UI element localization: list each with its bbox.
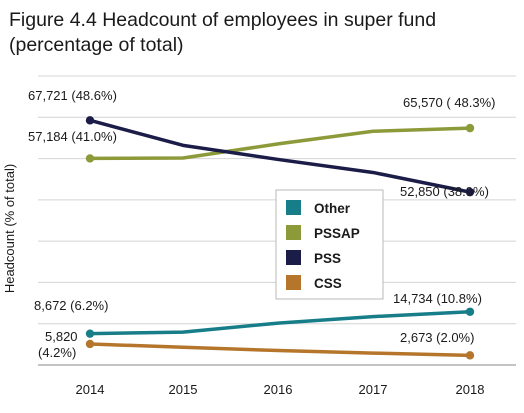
data-point-pssap: [465, 123, 475, 133]
chart-title: Figure 4.4 Headcount of employees in sup…: [9, 9, 437, 56]
x-tick-label: 2016: [264, 382, 293, 397]
data-point-pss: [85, 116, 95, 125]
data-label-other: 8,672 (6.2%): [34, 298, 108, 313]
data-point-pssap: [85, 154, 95, 163]
legend-label-other: Other: [314, 201, 351, 216]
legend-swatch-pss: [286, 250, 301, 265]
data-point-css: [465, 351, 475, 360]
data-point-other: [465, 307, 475, 316]
series-line-other: [88, 310, 472, 336]
series-line-pss: [88, 118, 472, 194]
x-tick-label: 2014: [76, 382, 105, 397]
legend-label-pssap: PSSAP: [314, 226, 360, 241]
data-point-css: [85, 339, 95, 349]
data-label-pssap: 57,184 (41.0%): [28, 129, 117, 144]
data-point-pss: [465, 187, 475, 197]
x-tick-label: 2018: [456, 382, 485, 397]
legend-swatch-other: [286, 200, 301, 215]
x-tick-label: 2017: [359, 382, 388, 397]
series-line-pssap: [88, 126, 472, 161]
data-label-pss: 52,850 (38.9%): [400, 184, 489, 199]
legend-swatch-css: [286, 275, 301, 290]
data-label-css: 5,820: [45, 329, 78, 344]
legend-label-pss: PSS: [314, 251, 341, 266]
data-point-other: [85, 329, 95, 338]
data-label-css: 2,673 (2.0%): [400, 330, 474, 345]
y-axis-label: Headcount (% of total): [2, 164, 17, 293]
x-tick-label: 2015: [169, 382, 198, 397]
data-label-css: (4.2%): [38, 345, 76, 360]
data-label-pssap: 65,570 ( 48.3%): [403, 95, 496, 110]
data-label-pss: 67,721 (48.6%): [28, 88, 117, 103]
data-label-other: 14,734 (10.8%): [393, 291, 482, 306]
legend-label-css: CSS: [314, 276, 342, 291]
legend-swatch-pssap: [286, 225, 301, 240]
series-line-css: [88, 342, 472, 358]
